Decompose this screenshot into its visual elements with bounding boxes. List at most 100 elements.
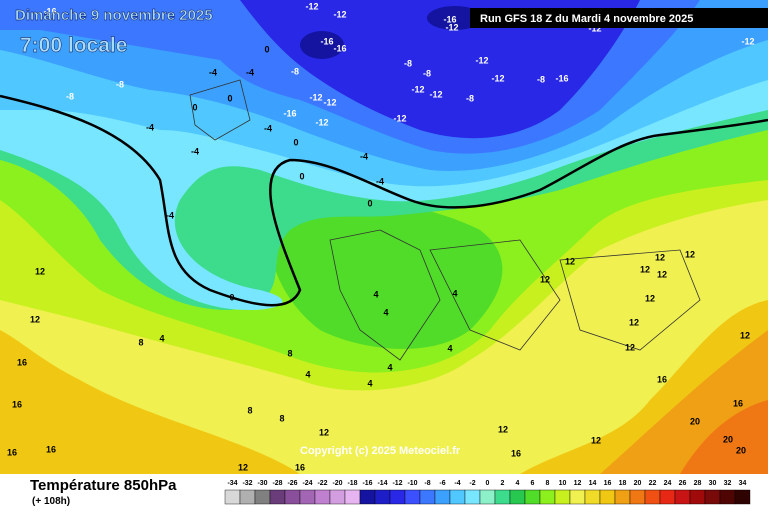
legend-swatch: [494, 489, 511, 505]
legend-swatch: [569, 489, 586, 505]
contour-label: 12: [655, 252, 665, 262]
legend-swatch: [644, 489, 661, 505]
legend-label: 34: [739, 480, 747, 487]
contour-label: 16: [46, 444, 56, 454]
legend-swatch: [419, 489, 436, 505]
legend-swatch: [539, 489, 556, 505]
contour-label: -4: [376, 176, 384, 186]
contour-label: -8: [66, 91, 74, 101]
legend-label: -2: [469, 480, 475, 487]
legend-label: 4: [516, 480, 520, 487]
contour-label: 12: [591, 435, 601, 445]
map-time: 7:00 locale: [20, 34, 127, 57]
legend-label: -22: [317, 480, 327, 487]
contour-label: -12: [741, 36, 754, 46]
legend-label: -6: [439, 480, 445, 487]
contour-label: 12: [319, 427, 329, 437]
legend-label: 30: [709, 480, 717, 487]
legend-swatch: [689, 489, 706, 505]
legend-swatch: [254, 489, 271, 505]
legend-label: -4: [454, 480, 460, 487]
legend-label: -14: [377, 480, 387, 487]
legend-swatch: [434, 489, 451, 505]
legend-label: 16: [604, 480, 612, 487]
contour-label: 12: [498, 424, 508, 434]
legend-label: 14: [589, 480, 597, 487]
legend-swatch: [554, 489, 571, 505]
map-date: Dimanche 9 novembre 2025: [15, 7, 213, 24]
contour-label: -8: [116, 79, 124, 89]
contour-label: 0: [299, 171, 304, 181]
contour-label: 4: [383, 307, 388, 317]
copyright: Copyright (c) 2025 Meteociel.fr: [300, 445, 461, 457]
contour-label: -4: [166, 210, 174, 220]
contour-label: 8: [287, 348, 292, 358]
contour-label: 8: [138, 337, 143, 347]
contour-label: 4: [373, 289, 378, 299]
contour-label: 20: [723, 434, 733, 444]
contour-label: 4: [452, 288, 457, 298]
contour-label: 12: [685, 249, 695, 259]
contour-label: 4: [447, 343, 452, 353]
legend-swatch: [524, 489, 541, 505]
legend-label: -20: [332, 480, 342, 487]
contour-label: 20: [736, 445, 746, 455]
footer-lead: (+ 108h): [32, 496, 70, 507]
contour-label: 12: [35, 266, 45, 276]
legend-label: -26: [287, 480, 297, 487]
contour-label: 16: [733, 398, 743, 408]
legend-swatch: [659, 489, 676, 505]
legend-label: -34: [227, 480, 237, 487]
contour-label: 0: [264, 44, 269, 54]
contour-label: 12: [625, 342, 635, 352]
legend-label: -16: [362, 480, 372, 487]
footer-title: Température 850hPa: [30, 477, 177, 494]
legend-swatch: [344, 489, 361, 505]
contour-label: 12: [238, 462, 248, 472]
legend-label: 28: [694, 480, 702, 487]
contour-label: -12: [305, 1, 318, 11]
legend-swatch: [389, 489, 406, 505]
legend-label: -24: [302, 480, 312, 487]
contour-label: 4: [387, 362, 392, 372]
legend-swatch: [329, 489, 346, 505]
contour-label: -4: [146, 122, 154, 132]
contour-label: -12: [393, 113, 406, 123]
legend-swatch: [704, 489, 721, 505]
legend-label: 26: [679, 480, 687, 487]
run-box: [470, 8, 768, 28]
contour-label: -12: [429, 89, 442, 99]
contour-label: 0: [229, 292, 234, 302]
contour-label: 12: [740, 330, 750, 340]
legend: -34 -32 -30 -28 -26 -24 -22 -20 -18 -16 -14 -12 -10-…: [224, 480, 751, 505]
legend-label: 20: [634, 480, 642, 487]
legend-swatch: [284, 489, 301, 505]
legend-swatch: [239, 489, 256, 505]
legend-swatch: [374, 489, 391, 505]
contour-label: 16: [657, 374, 667, 384]
contour-label: -12: [333, 9, 346, 19]
contour-label: 16: [511, 448, 521, 458]
legend-label: 8: [546, 480, 550, 487]
legend-swatch: [404, 489, 421, 505]
contour-label: 0: [227, 93, 232, 103]
contour-label: -16: [43, 6, 56, 16]
contour-label: -12: [445, 22, 458, 32]
contour-label: -8: [423, 68, 431, 78]
contour-label: -8: [466, 93, 474, 103]
contour-label: -4: [191, 146, 199, 156]
contour-label: -12: [315, 117, 328, 127]
legend-label: -28: [272, 480, 282, 487]
contour-labels: -16 -12-12 -16-12 -12-12-8-80-16-16-4 -4 -8-8…: [7, 1, 755, 472]
legend-label: 0: [486, 480, 490, 487]
contour-label: 4: [305, 369, 310, 379]
contour-label: 12: [640, 264, 650, 274]
contour-label: -4: [246, 67, 254, 77]
legend-swatch: [314, 489, 331, 505]
temperature-field: [0, 0, 768, 474]
legend-swatch: [599, 489, 616, 505]
legend-label: -8: [424, 480, 430, 487]
legend-swatch: [719, 489, 736, 505]
legend-swatch: [359, 489, 376, 505]
